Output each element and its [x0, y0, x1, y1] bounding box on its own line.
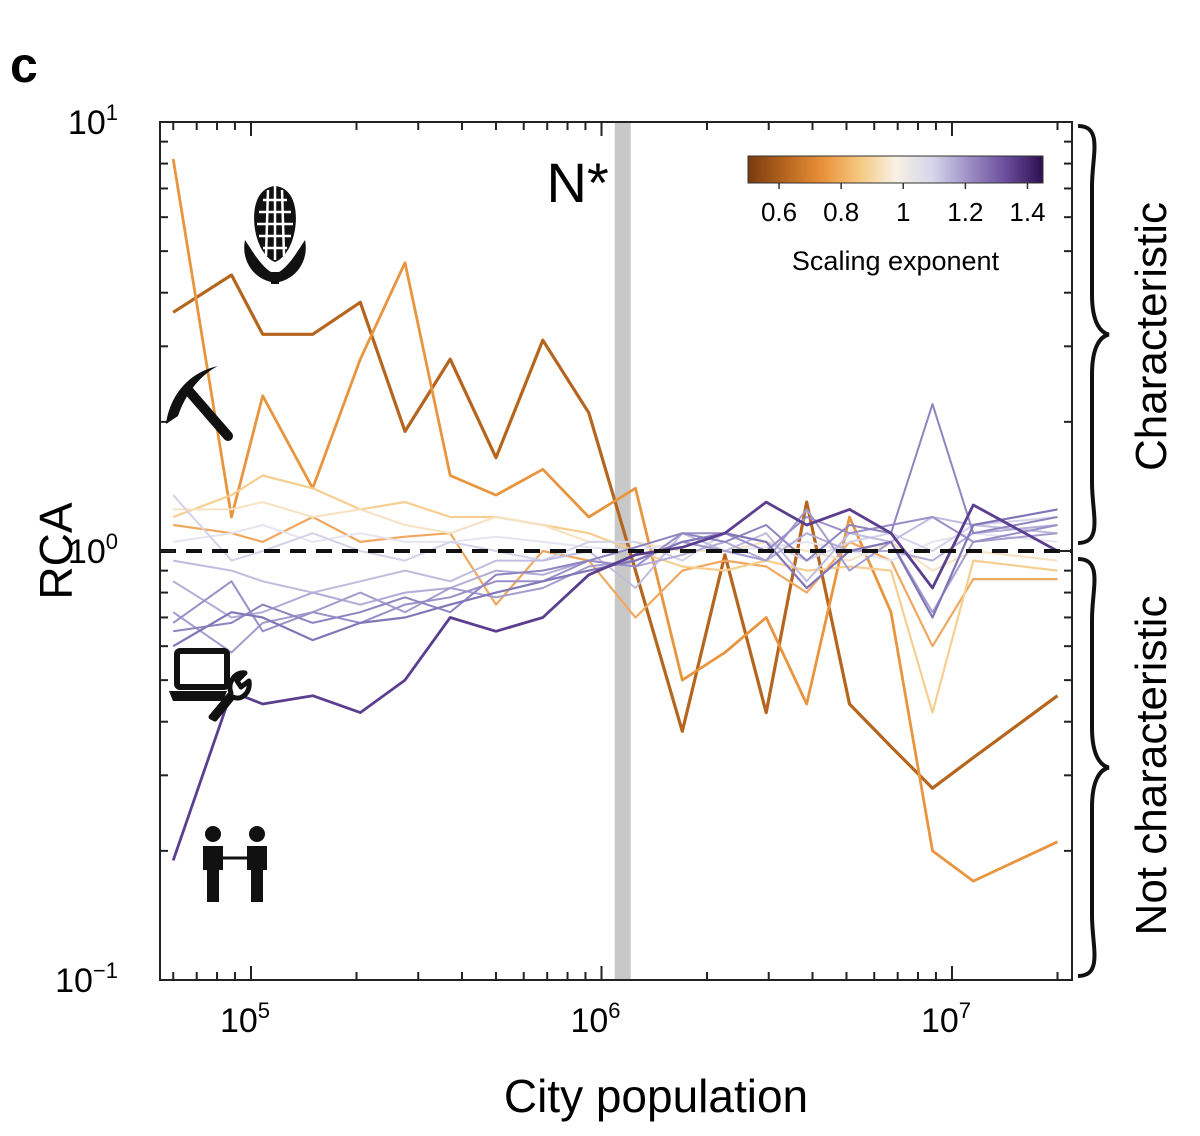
plot-area	[159, 121, 1073, 981]
panel-label: c	[10, 37, 38, 93]
series-line-0	[172, 273, 1059, 790]
series-line-2	[173, 515, 1058, 648]
series-line-11	[173, 403, 1058, 633]
colorbar-tick-label: 1.2	[947, 197, 983, 227]
y-axis-title: RCA	[30, 502, 82, 599]
x-tick-label: 105	[220, 998, 270, 1040]
region-label-not-characteristic: Not characteristic	[1127, 596, 1176, 936]
brace-characteristic	[1077, 124, 1110, 545]
colorbar-title: Scaling exponent	[792, 246, 1000, 276]
region-braces	[1077, 124, 1110, 978]
x-axis-title: City population	[504, 1070, 808, 1122]
series-line-7	[173, 516, 1058, 594]
colorbar-tick-label: 1	[896, 197, 910, 227]
colorbar-ticks: 0.6 0.8 1 1.2 1.4	[761, 183, 1046, 227]
colorbar-tick-label: 1.4	[1009, 197, 1045, 227]
region-label-characteristic: Characteristic	[1127, 202, 1176, 471]
series-group	[171, 158, 1059, 883]
series-line-1	[171, 158, 1059, 883]
series-line-13	[171, 500, 1059, 861]
colorbar-tick-label: 0.6	[761, 197, 797, 227]
y-tick-label: 10−1	[55, 958, 118, 1000]
corn-icon	[244, 186, 306, 284]
laptop-wrench-icon	[169, 648, 252, 722]
axis-ticks	[160, 121, 1072, 981]
colorbar: 0.6 0.8 1 1.2 1.4 Scaling exponent	[747, 155, 1046, 276]
pickaxe-icon	[166, 366, 233, 441]
brace-not-characteristic	[1077, 557, 1110, 978]
threshold-label: N*	[547, 151, 609, 214]
y-tick-label: 100	[68, 529, 118, 571]
colorbar-gradient	[747, 155, 1044, 184]
x-tick-label: 106	[570, 998, 620, 1040]
colorbar-tick-label: 0.8	[823, 197, 859, 227]
people-icon	[203, 826, 267, 902]
x-tick-label: 107	[921, 998, 971, 1040]
y-tick-label: 101	[68, 100, 118, 142]
series-line-6	[172, 494, 1058, 562]
